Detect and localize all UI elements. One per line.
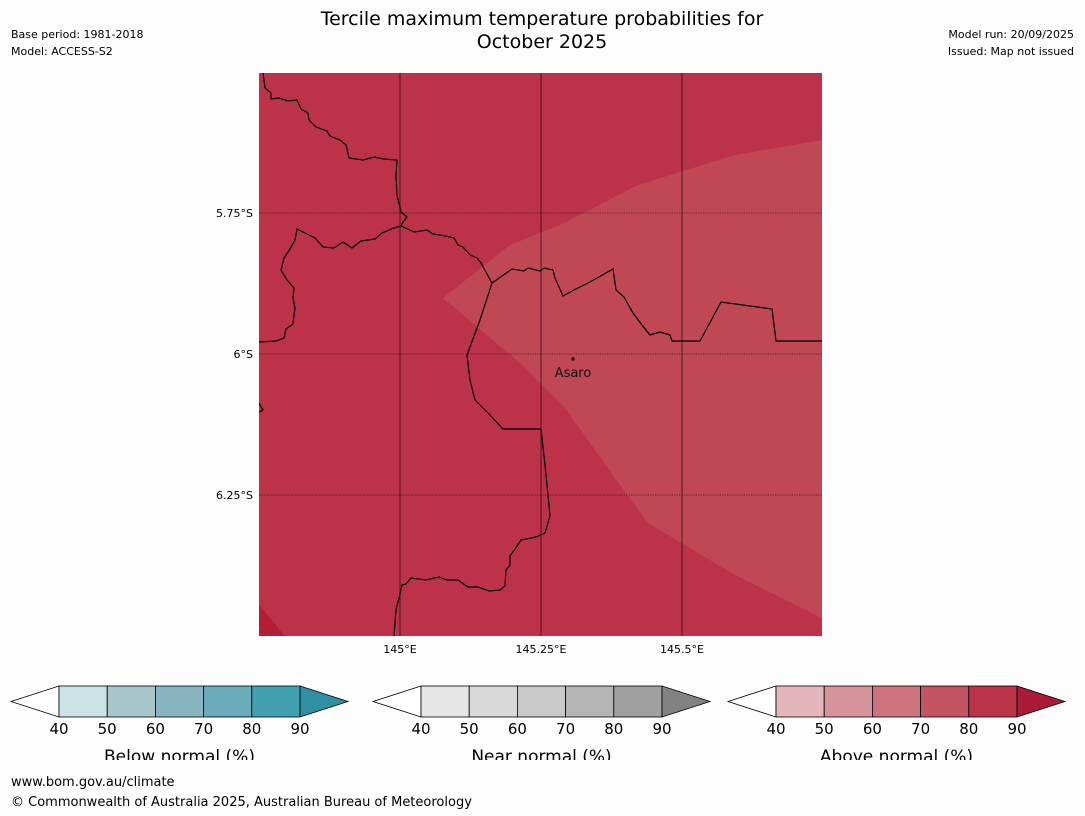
- legend-tick-label: 80: [242, 720, 261, 738]
- legend-colorbar: 40 50 60 70 80 90 Below normal (%): [9, 685, 350, 760]
- legend-color-cell: [203, 685, 253, 718]
- legend-title: Near normal (%): [471, 747, 611, 760]
- town-label-asaro: Asaro: [555, 366, 592, 381]
- legend-color-cell: [565, 685, 615, 718]
- probability-70-80-region: [443, 140, 822, 618]
- legend-tick-label: 90: [652, 720, 671, 738]
- legend-colorbar: 40 50 60 70 80 90 Above normal (%): [726, 685, 1067, 760]
- lon-label: 145°E: [383, 643, 416, 656]
- legend-tick-label: 40: [766, 720, 785, 738]
- legend-tick-label: 60: [863, 720, 882, 738]
- border-line: [259, 73, 408, 343]
- legend-color-cell: [920, 685, 970, 718]
- legend-color-cell: [251, 685, 301, 718]
- legend-tick-label: 50: [460, 720, 479, 738]
- lat-label: 5.75°S: [216, 207, 253, 220]
- legend-title: Above normal (%): [820, 747, 973, 760]
- footer-copyright: © Commonwealth of Australia 2025, Austra…: [11, 795, 472, 810]
- border-line: [400, 225, 822, 342]
- legend-tick-label: 70: [911, 720, 930, 738]
- legend-low-extension: [726, 685, 777, 718]
- legend-low-extension: [9, 685, 60, 718]
- legend-tick-label: 90: [290, 720, 309, 738]
- legend-tick-label: 60: [508, 720, 527, 738]
- legend-color-cell: [106, 685, 156, 718]
- legend-tick-label: 40: [411, 720, 430, 738]
- province-borders: [259, 73, 822, 636]
- map-figure: Asaro 5.75°S 6°S 6.25°S 145°E 145.25°E 1…: [9, 73, 1067, 760]
- legend-color-cell: [420, 685, 470, 718]
- legend-tick-label: 80: [959, 720, 978, 738]
- title-line-1: Tercile maximum temperature probabilitie…: [320, 8, 764, 30]
- legend-color-cell: [154, 685, 204, 718]
- meta-right: Model run: 20/09/2025 Issued: Map not is…: [948, 26, 1074, 60]
- lat-label: 6°S: [234, 348, 253, 361]
- lon-label: 145.25°E: [516, 643, 567, 656]
- legend-title: Below normal (%): [104, 747, 255, 760]
- title-line-2: October 2025: [476, 31, 608, 53]
- legend-tick-label: 70: [556, 720, 575, 738]
- legend-tick-label: 60: [146, 720, 165, 738]
- legend-tick-label: 80: [604, 720, 623, 738]
- legend-tick-label: 90: [1007, 720, 1026, 738]
- town-marker: [571, 357, 575, 361]
- legend-tick-label: 50: [98, 720, 117, 738]
- lat-label: 6.25°S: [216, 489, 253, 502]
- meta-left: Base period: 1981-2018 Model: ACCESS-S2: [11, 26, 143, 60]
- lon-label: 145.5°E: [660, 643, 704, 656]
- legend-tick-label: 40: [49, 720, 68, 738]
- legends: 40 50 60 70 80 90 Below normal (%) 40 50 60 70 80 90…: [9, 685, 1067, 760]
- map-title: Tercile maximum temperature probabilitie…: [242, 8, 842, 54]
- legend-color-cell: [517, 685, 567, 718]
- legend-tick-label: 70: [194, 720, 213, 738]
- issued-status: Issued: Map not issued: [947, 45, 1074, 58]
- legend-colorbar: 40 50 60 70 80 90 Near normal (%): [371, 685, 712, 760]
- legend-color-cell: [613, 685, 663, 718]
- base-period: Base period: 1981-2018: [11, 28, 144, 41]
- footer-url: www.bom.gov.au/climate: [11, 775, 175, 790]
- legend-low-extension: [371, 685, 422, 718]
- legend-high-extension: [299, 685, 350, 718]
- border-line: [393, 282, 551, 636]
- model-run: Model run: 20/09/2025: [948, 28, 1074, 41]
- map-area: Asaro: [259, 73, 822, 636]
- graticule: [259, 73, 822, 636]
- legend-high-extension: [1016, 685, 1067, 718]
- border-line: [259, 402, 264, 413]
- legend-high-extension: [661, 685, 712, 718]
- legend-color-cell: [872, 685, 922, 718]
- legend-color-cell: [468, 685, 518, 718]
- model-name: Model: ACCESS-S2: [11, 45, 113, 58]
- legend-color-cell: [775, 685, 825, 718]
- legend-color-cell: [968, 685, 1018, 718]
- axis-labels: 5.75°S 6°S 6.25°S 145°E 145.25°E 145.5°E: [216, 207, 704, 656]
- legend-color-cell: [58, 685, 108, 718]
- legend-color-cell: [823, 685, 873, 718]
- probability-90-plus-region: [259, 605, 285, 636]
- legend-tick-label: 50: [815, 720, 834, 738]
